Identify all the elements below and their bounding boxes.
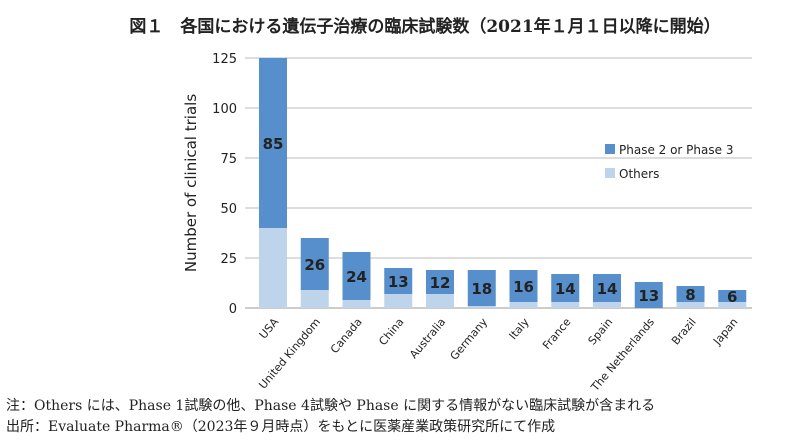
bar-others	[259, 228, 287, 308]
data-label: 13	[388, 273, 409, 291]
data-label: 26	[304, 256, 325, 274]
bar-phase-2-or-phase-3	[259, 58, 287, 228]
bar-others	[426, 294, 454, 308]
data-label: 14	[597, 280, 618, 298]
bar-phase-2-or-phase-3	[426, 270, 454, 294]
y-tick-label: 100	[212, 102, 237, 117]
bar-phase-2-or-phase-3	[718, 290, 747, 302]
chart-title: 図１ 各国における遺伝子治療の臨床試験数（2021年１月１日以降に開始）	[129, 17, 721, 37]
y-axis-label: Number of clinical trials	[182, 94, 200, 272]
legend-label: Others	[619, 167, 659, 181]
y-tick-label: 0	[229, 302, 237, 317]
bar-others	[300, 290, 329, 308]
source-note: 出所：Evaluate Pharma®（2023年９月時点）をもとに医薬産業政策…	[6, 419, 556, 435]
data-label: 8	[685, 286, 695, 304]
data-label: 24	[346, 268, 367, 286]
chart: 0 25 50 75 100 125 Number of clinical trials 85…	[182, 52, 752, 394]
bar-others	[593, 302, 621, 308]
bar-phase-2-or-phase-3	[593, 274, 621, 302]
x-tick-label: Spain	[586, 316, 616, 348]
bar-phase-2-or-phase-3	[676, 286, 705, 302]
data-label: 14	[555, 280, 576, 298]
bar-phase-2-or-phase-3	[467, 270, 496, 306]
bar-phase-2-or-phase-3	[342, 252, 371, 300]
data-label: 18	[471, 280, 492, 298]
bar-others	[342, 300, 371, 308]
data-label: 12	[430, 274, 451, 292]
x-tick-label: USA	[257, 315, 282, 341]
bar-others	[718, 302, 747, 308]
bar-phase-2-or-phase-3	[300, 238, 329, 290]
data-label: 85	[263, 135, 284, 153]
x-tick-label: Japan	[710, 316, 740, 349]
x-tick-label: Australia	[407, 316, 448, 362]
data-label: 6	[727, 288, 737, 306]
bar-phase-2-or-phase-3	[634, 282, 663, 308]
bar-phase-2-or-phase-3	[551, 274, 580, 302]
x-tick-label: Germany	[448, 315, 491, 362]
y-tick-label: 25	[220, 252, 237, 267]
x-tick-label: China	[376, 316, 406, 348]
x-tick-label: Canada	[328, 316, 365, 356]
legend-swatch	[605, 144, 615, 154]
bar-phase-2-or-phase-3	[384, 268, 413, 294]
y-tick-label: 50	[220, 202, 237, 217]
bar-others	[467, 306, 496, 308]
data-label: 13	[638, 287, 659, 305]
bar-others	[676, 302, 705, 308]
bar-others	[384, 294, 413, 308]
legend-label: Phase 2 or Phase 3	[619, 143, 733, 157]
footnote: 注：Others には、Phase 1試験の他、Phase 4試験や Phase…	[6, 398, 656, 414]
x-tick-label: Italy	[506, 315, 532, 342]
data-label: 16	[513, 278, 534, 296]
y-tick-label: 125	[212, 52, 237, 67]
bar-phase-2-or-phase-3	[509, 270, 538, 302]
x-tick-label: Brazil	[669, 316, 699, 348]
legend-swatch	[605, 168, 615, 178]
bar-others	[509, 302, 538, 308]
bar-others	[551, 302, 580, 308]
x-tick-label: France	[540, 315, 574, 352]
y-tick-label: 75	[220, 152, 237, 167]
